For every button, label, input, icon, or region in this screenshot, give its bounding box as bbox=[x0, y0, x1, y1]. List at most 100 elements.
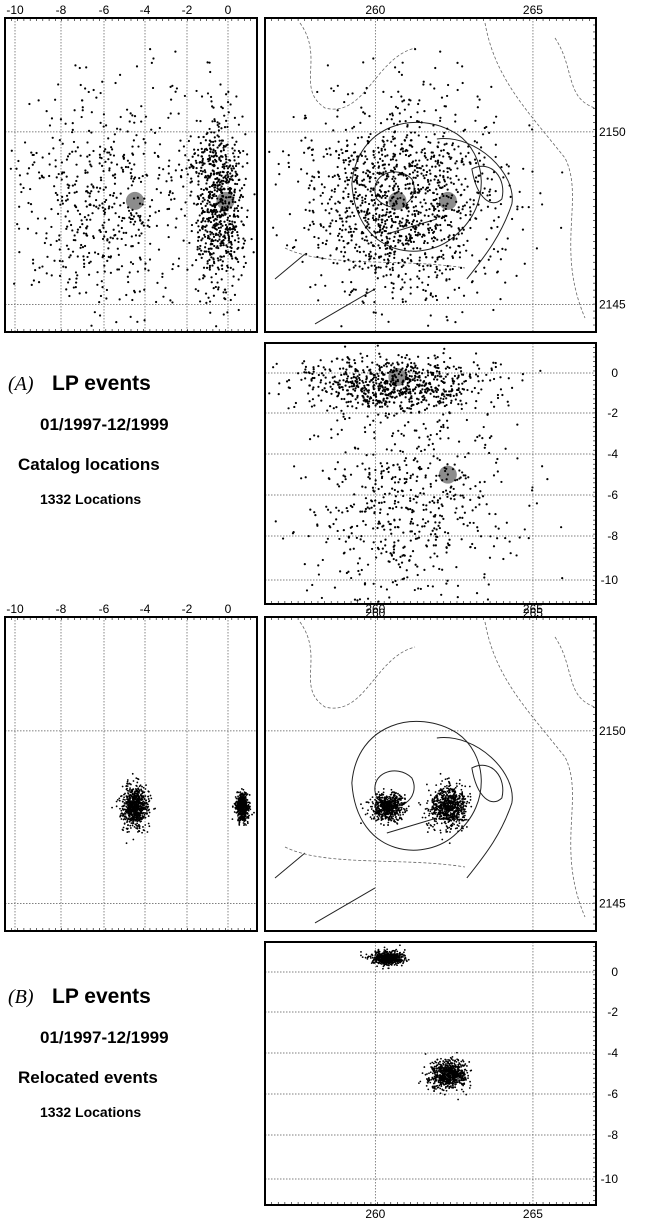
panel-a-map-event bbox=[389, 247, 392, 250]
panel-a-ew-event bbox=[390, 532, 393, 535]
panel-a-ns-event bbox=[230, 169, 234, 172]
panel-a-ns-event bbox=[170, 198, 173, 201]
panel-a-map-event bbox=[352, 167, 355, 170]
panel-a-map-event bbox=[362, 61, 365, 64]
panel-a-ew-event bbox=[453, 498, 456, 501]
panel-a-ew-event bbox=[347, 535, 350, 538]
panel-a-ns-event bbox=[241, 195, 245, 199]
panel-a-map-event bbox=[349, 215, 352, 218]
panel-a-ns-event bbox=[222, 235, 225, 238]
panel-a-ew-event bbox=[431, 442, 434, 445]
panel-a-map-event bbox=[528, 124, 531, 127]
panel-a-ns-event bbox=[178, 149, 181, 152]
panel-a-map-event bbox=[391, 297, 394, 300]
panel-a-ew-event bbox=[368, 471, 371, 475]
panel-a-map-event bbox=[458, 251, 462, 254]
panel-a-ns-event bbox=[137, 145, 140, 148]
panel-a-map-event bbox=[412, 176, 415, 179]
panel-a-map-event bbox=[415, 226, 418, 229]
panel-a-map-event bbox=[383, 258, 386, 261]
panel-a-ns-event bbox=[101, 256, 104, 259]
panel-a-ew-event bbox=[360, 535, 363, 538]
panel-a-ns-event bbox=[138, 216, 141, 219]
panel-a-ew-event bbox=[422, 381, 425, 384]
panel-a-map-event bbox=[381, 208, 384, 212]
panel-a-ns-event bbox=[149, 242, 152, 245]
panel-a-ns-event bbox=[212, 148, 215, 152]
panel-a-ew-event bbox=[350, 393, 353, 396]
panel-a-map-event bbox=[384, 247, 387, 250]
panel-a-ns-event bbox=[45, 237, 48, 240]
panel-a-ew-event bbox=[390, 477, 393, 481]
panel-a-map-event bbox=[455, 174, 458, 178]
panel-a-ns-event bbox=[197, 180, 200, 183]
panel-a-map-event bbox=[440, 249, 443, 252]
panel-a-map-event bbox=[376, 161, 380, 164]
panel-a-ew-event bbox=[377, 385, 380, 388]
panel-a-ns-event bbox=[50, 274, 53, 277]
panel-a-ew-event bbox=[476, 375, 480, 378]
panel-a-map-event bbox=[413, 191, 416, 195]
panel-a-map-event bbox=[320, 202, 324, 205]
panel-a-ew-event bbox=[438, 372, 441, 375]
panel-a-map-event bbox=[420, 172, 423, 175]
panel-a-ew-event bbox=[395, 395, 398, 398]
panel-b-ns-event bbox=[131, 772, 134, 775]
panel-a-ew-event bbox=[409, 539, 412, 542]
panel-a-map-event bbox=[442, 204, 445, 207]
panel-a-map-event bbox=[438, 181, 441, 184]
panel-a-ew-event bbox=[461, 387, 464, 391]
panel-a-map-event bbox=[438, 119, 442, 122]
panel-a-ew-event bbox=[320, 399, 323, 402]
panel-a-map-event bbox=[387, 127, 390, 131]
panel-a-map-event bbox=[340, 235, 343, 238]
panel-a-map-event bbox=[439, 229, 442, 232]
panel-a-map-event bbox=[379, 224, 382, 227]
panel-a-map-event bbox=[386, 194, 389, 198]
panel-a-ns-event bbox=[231, 178, 234, 182]
panel-a-ew-event bbox=[388, 506, 392, 510]
panel-a-map-event bbox=[307, 147, 310, 150]
panel-a-ns-event bbox=[219, 83, 222, 86]
panel-a-ns-event bbox=[212, 219, 216, 222]
panel-a-ns-event bbox=[212, 224, 215, 227]
panel-a-ns-event bbox=[157, 155, 160, 158]
panel-a-ew-event bbox=[413, 379, 416, 382]
panel-a-ew-event bbox=[375, 556, 378, 559]
panel-a-map-event bbox=[411, 164, 414, 167]
panel-a-ns-event bbox=[226, 245, 229, 248]
panel-a-ew-event bbox=[402, 409, 405, 412]
panel-a-ew-event bbox=[378, 522, 382, 525]
panel-a-map-event bbox=[486, 177, 489, 180]
panel-a-map-event bbox=[469, 161, 472, 164]
panel-a-map-event bbox=[516, 205, 519, 208]
panel-a-map-event bbox=[366, 239, 369, 242]
panel-a-ew-event bbox=[300, 477, 303, 480]
panel-a-ns-event bbox=[170, 179, 173, 182]
panel-a-ns-event bbox=[221, 264, 224, 267]
panel-a-ns-event bbox=[65, 227, 68, 230]
panel-a-ew-event bbox=[387, 466, 390, 469]
panel-a-ns-event bbox=[225, 227, 228, 230]
panel-a-ew-event bbox=[388, 383, 392, 386]
panel-a-ew-event bbox=[347, 381, 350, 384]
panel-a-ns-event bbox=[197, 135, 200, 139]
panel-a-map-event bbox=[422, 288, 425, 292]
panel-a-map-event bbox=[530, 128, 534, 131]
panel-a-ns-event bbox=[200, 172, 203, 176]
panel-a-ew-event bbox=[400, 561, 404, 564]
panel-a-ns-event bbox=[235, 172, 238, 175]
panel-a-ns-event bbox=[50, 117, 54, 120]
panel-a-ns-event bbox=[143, 319, 146, 322]
panel-a-ns-event bbox=[108, 205, 111, 208]
panel-a-ew-event bbox=[397, 354, 400, 357]
panel-a-ns-event bbox=[33, 161, 36, 164]
panel-a-ew-event bbox=[428, 438, 431, 441]
panel-a-ns-event bbox=[211, 204, 214, 207]
panel-a-ns-event bbox=[27, 167, 31, 170]
panel-a-ew-event bbox=[348, 364, 351, 367]
panel-a-map-event bbox=[304, 116, 308, 119]
panel-a-ns-event bbox=[90, 324, 93, 327]
panel-a-map-event bbox=[476, 95, 479, 98]
panel-a-ew-event bbox=[443, 466, 446, 469]
